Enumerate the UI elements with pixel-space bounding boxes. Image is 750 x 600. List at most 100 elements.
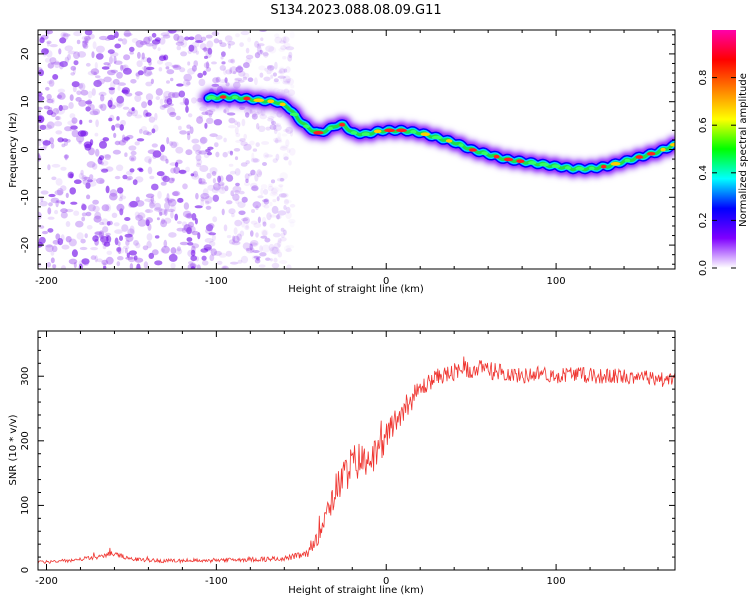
noise-speckle bbox=[160, 248, 165, 253]
noise-speckle bbox=[62, 138, 69, 142]
noise-speckle bbox=[211, 61, 217, 65]
noise-speckle bbox=[225, 69, 232, 75]
noise-speckle bbox=[251, 185, 259, 192]
noise-speckle bbox=[92, 163, 98, 170]
noise-speckle bbox=[260, 37, 264, 41]
noise-speckle bbox=[127, 175, 133, 181]
noise-speckle bbox=[185, 213, 193, 219]
noise-speckle bbox=[93, 79, 102, 88]
noise-speckle bbox=[266, 65, 272, 69]
noise-speckle bbox=[129, 200, 139, 208]
noise-speckle bbox=[259, 114, 268, 120]
noise-speckle bbox=[241, 118, 246, 127]
noise-speckle bbox=[209, 133, 218, 138]
noise-speckle bbox=[148, 43, 156, 47]
noise-speckle bbox=[182, 97, 187, 104]
noise-speckle bbox=[264, 237, 271, 243]
noise-speckle bbox=[172, 30, 182, 33]
noise-speckle bbox=[227, 43, 231, 49]
noise-speckle bbox=[39, 124, 47, 130]
noise-speckle bbox=[51, 97, 55, 104]
noise-speckle bbox=[219, 79, 228, 84]
noise-speckle bbox=[124, 247, 128, 254]
noise-speckle bbox=[132, 179, 138, 186]
noise-speckle bbox=[201, 36, 207, 42]
noise-speckle bbox=[282, 153, 289, 161]
noise-speckle bbox=[165, 158, 169, 164]
noise-speckle bbox=[79, 119, 83, 125]
noise-speckle bbox=[221, 208, 225, 216]
noise-speckle bbox=[288, 219, 296, 224]
noise-speckle bbox=[56, 94, 63, 99]
x-tick-label: -100 bbox=[205, 576, 228, 587]
noise-speckle bbox=[81, 212, 87, 217]
noise-speckle bbox=[200, 196, 205, 202]
noise-speckle bbox=[163, 90, 172, 99]
noise-speckle bbox=[94, 231, 103, 235]
noise-speckle bbox=[77, 130, 87, 137]
noise-speckle bbox=[225, 200, 233, 205]
noise-speckle bbox=[203, 62, 210, 69]
noise-speckle bbox=[96, 258, 103, 263]
noise-speckle bbox=[86, 225, 93, 230]
noise-speckle bbox=[49, 44, 58, 48]
ridge-peak bbox=[279, 102, 286, 107]
noise-speckle bbox=[209, 167, 218, 175]
noise-speckle bbox=[234, 156, 239, 161]
noise-speckle bbox=[38, 153, 41, 162]
noise-speckle bbox=[190, 173, 194, 177]
noise-speckle bbox=[267, 118, 273, 122]
noise-speckle bbox=[87, 99, 92, 107]
noise-speckle bbox=[186, 130, 191, 136]
noise-speckle bbox=[265, 126, 271, 131]
noise-speckle bbox=[269, 223, 276, 229]
colorbar-tick-label: 0.0 bbox=[698, 260, 709, 276]
noise-speckle bbox=[62, 32, 69, 41]
noise-speckle bbox=[107, 34, 116, 41]
noise-speckle bbox=[64, 45, 74, 52]
noise-speckle bbox=[85, 106, 91, 112]
noise-speckle bbox=[40, 190, 49, 195]
noise-speckle bbox=[166, 69, 175, 75]
noise-speckle bbox=[114, 43, 121, 49]
noise-speckle bbox=[73, 210, 80, 216]
noise-speckle bbox=[148, 60, 152, 66]
noise-speckle bbox=[218, 252, 227, 258]
noise-speckle bbox=[230, 261, 239, 265]
noise-speckle bbox=[279, 146, 288, 151]
ridge-peak bbox=[420, 132, 430, 136]
noise-speckle bbox=[244, 173, 250, 181]
ridge-peak bbox=[303, 124, 310, 129]
noise-speckle bbox=[92, 199, 99, 205]
noise-speckle bbox=[234, 189, 240, 195]
noise-speckle bbox=[265, 257, 271, 261]
noise-speckle bbox=[145, 93, 154, 101]
x-tick-label: -200 bbox=[35, 276, 58, 287]
noise-speckle bbox=[252, 201, 262, 209]
noise-speckle bbox=[64, 154, 68, 161]
noise-speckle bbox=[290, 31, 295, 38]
noise-speckle bbox=[91, 51, 95, 59]
noise-speckle bbox=[228, 208, 236, 215]
spectrogram-y-ticks: 20 10 0 -10 -20 bbox=[20, 34, 675, 265]
ridge-peak bbox=[253, 98, 265, 103]
noise-speckle bbox=[192, 170, 199, 178]
noise-speckle bbox=[47, 62, 54, 69]
noise-speckle bbox=[38, 152, 41, 159]
noise-speckle bbox=[189, 126, 194, 134]
noise-speckle bbox=[122, 67, 132, 75]
noise-speckle bbox=[57, 88, 66, 94]
noise-speckle bbox=[108, 117, 113, 122]
noise-speckle bbox=[113, 132, 117, 138]
noise-speckle bbox=[273, 242, 281, 249]
noise-speckle bbox=[238, 190, 245, 195]
noise-speckle bbox=[198, 78, 206, 87]
noise-speckle bbox=[128, 250, 137, 256]
noise-speckle bbox=[112, 78, 120, 85]
noise-speckle bbox=[235, 139, 244, 143]
noise-speckle bbox=[274, 61, 278, 70]
noise-speckle bbox=[145, 81, 153, 87]
noise-speckle bbox=[86, 194, 91, 200]
noise-speckle bbox=[278, 47, 286, 52]
noise-speckle bbox=[185, 149, 193, 156]
